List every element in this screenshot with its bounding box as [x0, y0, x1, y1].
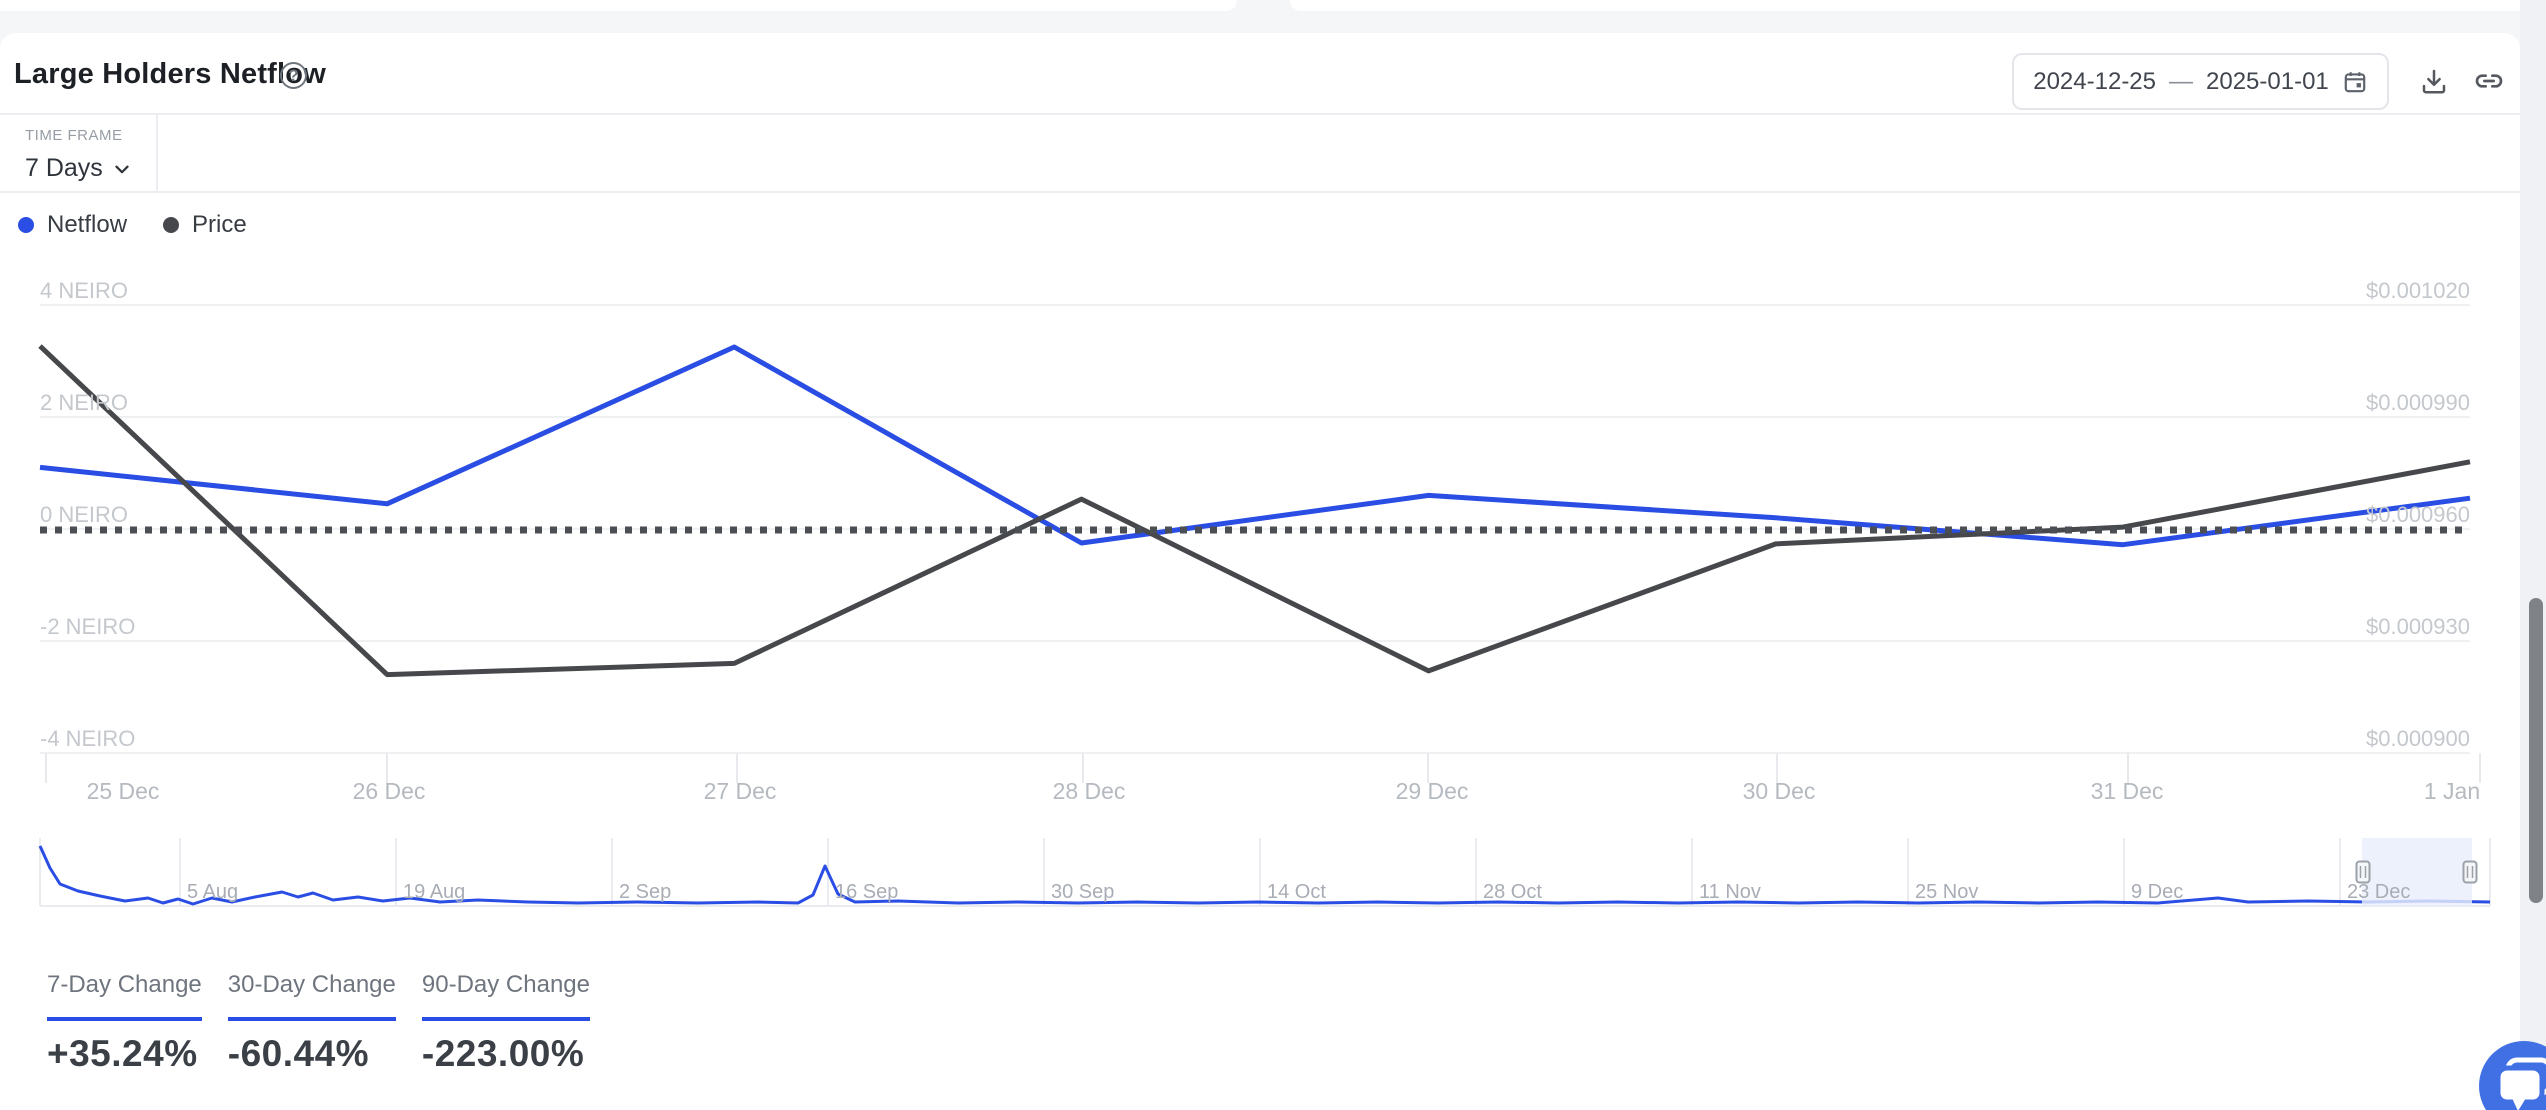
page-title: Large Holders Netflow: [14, 58, 326, 90]
date-range-picker[interactable]: 2024-12-25 — 2025-01-01: [2012, 53, 2389, 110]
x-axis-label: 26 Dec: [352, 778, 426, 804]
scrollbar-thumb[interactable]: [2529, 598, 2543, 903]
minimap-selection[interactable]: [2362, 838, 2472, 906]
minimap-label: 11 Nov: [1699, 881, 1761, 903]
scrollbar-track: [2520, 0, 2546, 1110]
stat-value: -60.44%: [227, 1033, 370, 1074]
date-range-separator: —: [2169, 67, 2193, 95]
controls-divider: [0, 191, 2520, 193]
right-axis-tick: $0.000990: [2366, 390, 2470, 415]
right-axis-tick: $0.000930: [2366, 614, 2470, 639]
top-card-bottom-right: [1290, 0, 2520, 11]
stat-label: 30-Day Change: [227, 971, 396, 1021]
stat-90-day-change: 90-Day Change -223.00%: [421, 971, 590, 1075]
stat-7-day-change: 7-Day Change +35.24%: [47, 971, 202, 1075]
legend-dot: [163, 217, 180, 233]
legend-label: Price: [192, 211, 247, 238]
chart-legend: Netflow Price: [18, 211, 247, 239]
legend-item-price[interactable]: Price: [163, 211, 247, 239]
legend-item-netflow[interactable]: Netflow: [18, 211, 127, 239]
stat-label: 90-Day Change: [421, 971, 590, 1021]
x-axis-label: 29 Dec: [1395, 778, 1469, 804]
x-axis-label: 31 Dec: [2090, 778, 2164, 804]
date-range-end: 2025-01-01: [2206, 67, 2329, 95]
stat-30-day-change: 30-Day Change -60.44%: [227, 971, 396, 1075]
brush-handle-right[interactable]: [2462, 860, 2478, 884]
minimap-label: 9 Dec: [2131, 881, 2184, 903]
top-card-bottom-left: [0, 0, 1237, 11]
left-axis-tick: -2 NEIRO: [40, 614, 136, 639]
calendar-icon: [2342, 69, 2368, 95]
copy-link-button[interactable]: [2472, 64, 2506, 98]
left-axis-tick: 4 NEIRO: [40, 278, 129, 303]
left-axis-tick: -4 NEIRO: [40, 726, 136, 751]
legend-dot: [18, 217, 34, 233]
x-axis-label: 28 Dec: [1052, 778, 1126, 804]
minimap-label: 25 Nov: [1915, 881, 1979, 903]
chat-bubble-icon: [2495, 1057, 2546, 1110]
stat-value: -223.00%: [421, 1033, 585, 1074]
chevron-down-icon: [111, 158, 133, 180]
stat-label: 7-Day Change: [47, 971, 202, 1021]
link-icon: [2475, 74, 2503, 88]
timeframe-value: 7 Days: [25, 154, 103, 182]
minimap-label: 2 Sep: [619, 881, 672, 903]
timeframe-select[interactable]: 7 Days: [25, 154, 133, 183]
minimap-label: 30 Sep: [1051, 881, 1115, 903]
x-axis-label: 1 Jan: [2423, 778, 2481, 804]
change-stats: 7-Day Change +35.24% 30-Day Change -60.44% 9…: [47, 971, 590, 1075]
help-icon[interactable]: ?: [280, 62, 307, 89]
x-axis-label: 27 Dec: [703, 778, 777, 804]
brush-handle-left[interactable]: [2355, 860, 2371, 884]
minimap-label: 23 Dec: [2347, 881, 2411, 903]
header-divider: [0, 113, 2520, 115]
right-axis-tick: $0.000900: [2366, 726, 2470, 751]
download-button[interactable]: [2417, 64, 2451, 98]
x-axis-label: 30 Dec: [1742, 778, 1816, 804]
left-axis-tick: 2 NEIRO: [40, 390, 129, 415]
minimap-label: 16 Sep: [835, 881, 899, 903]
timeframe-cell-border: [156, 113, 158, 193]
legend-label: Netflow: [47, 211, 128, 238]
right-axis-tick: $0.000960: [2366, 502, 2470, 527]
date-range-start: 2024-12-25: [2033, 67, 2156, 95]
minimap-label: 19 Aug: [403, 881, 466, 903]
download-icon: [2422, 69, 2446, 94]
large-holders-netflow-card: [0, 33, 2520, 1110]
timeframe-label: TIME FRAME: [25, 127, 123, 144]
left-axis-tick: 0 NEIRO: [40, 502, 129, 527]
minimap-label: 28 Oct: [1483, 881, 1542, 903]
x-axis-label: 25 Dec: [86, 778, 160, 804]
minimap-label: 5 Aug: [187, 881, 239, 903]
right-axis-tick: $0.001020: [2366, 278, 2470, 303]
minimap-label: 14 Oct: [1267, 881, 1326, 903]
stat-value: +35.24%: [47, 1033, 198, 1074]
